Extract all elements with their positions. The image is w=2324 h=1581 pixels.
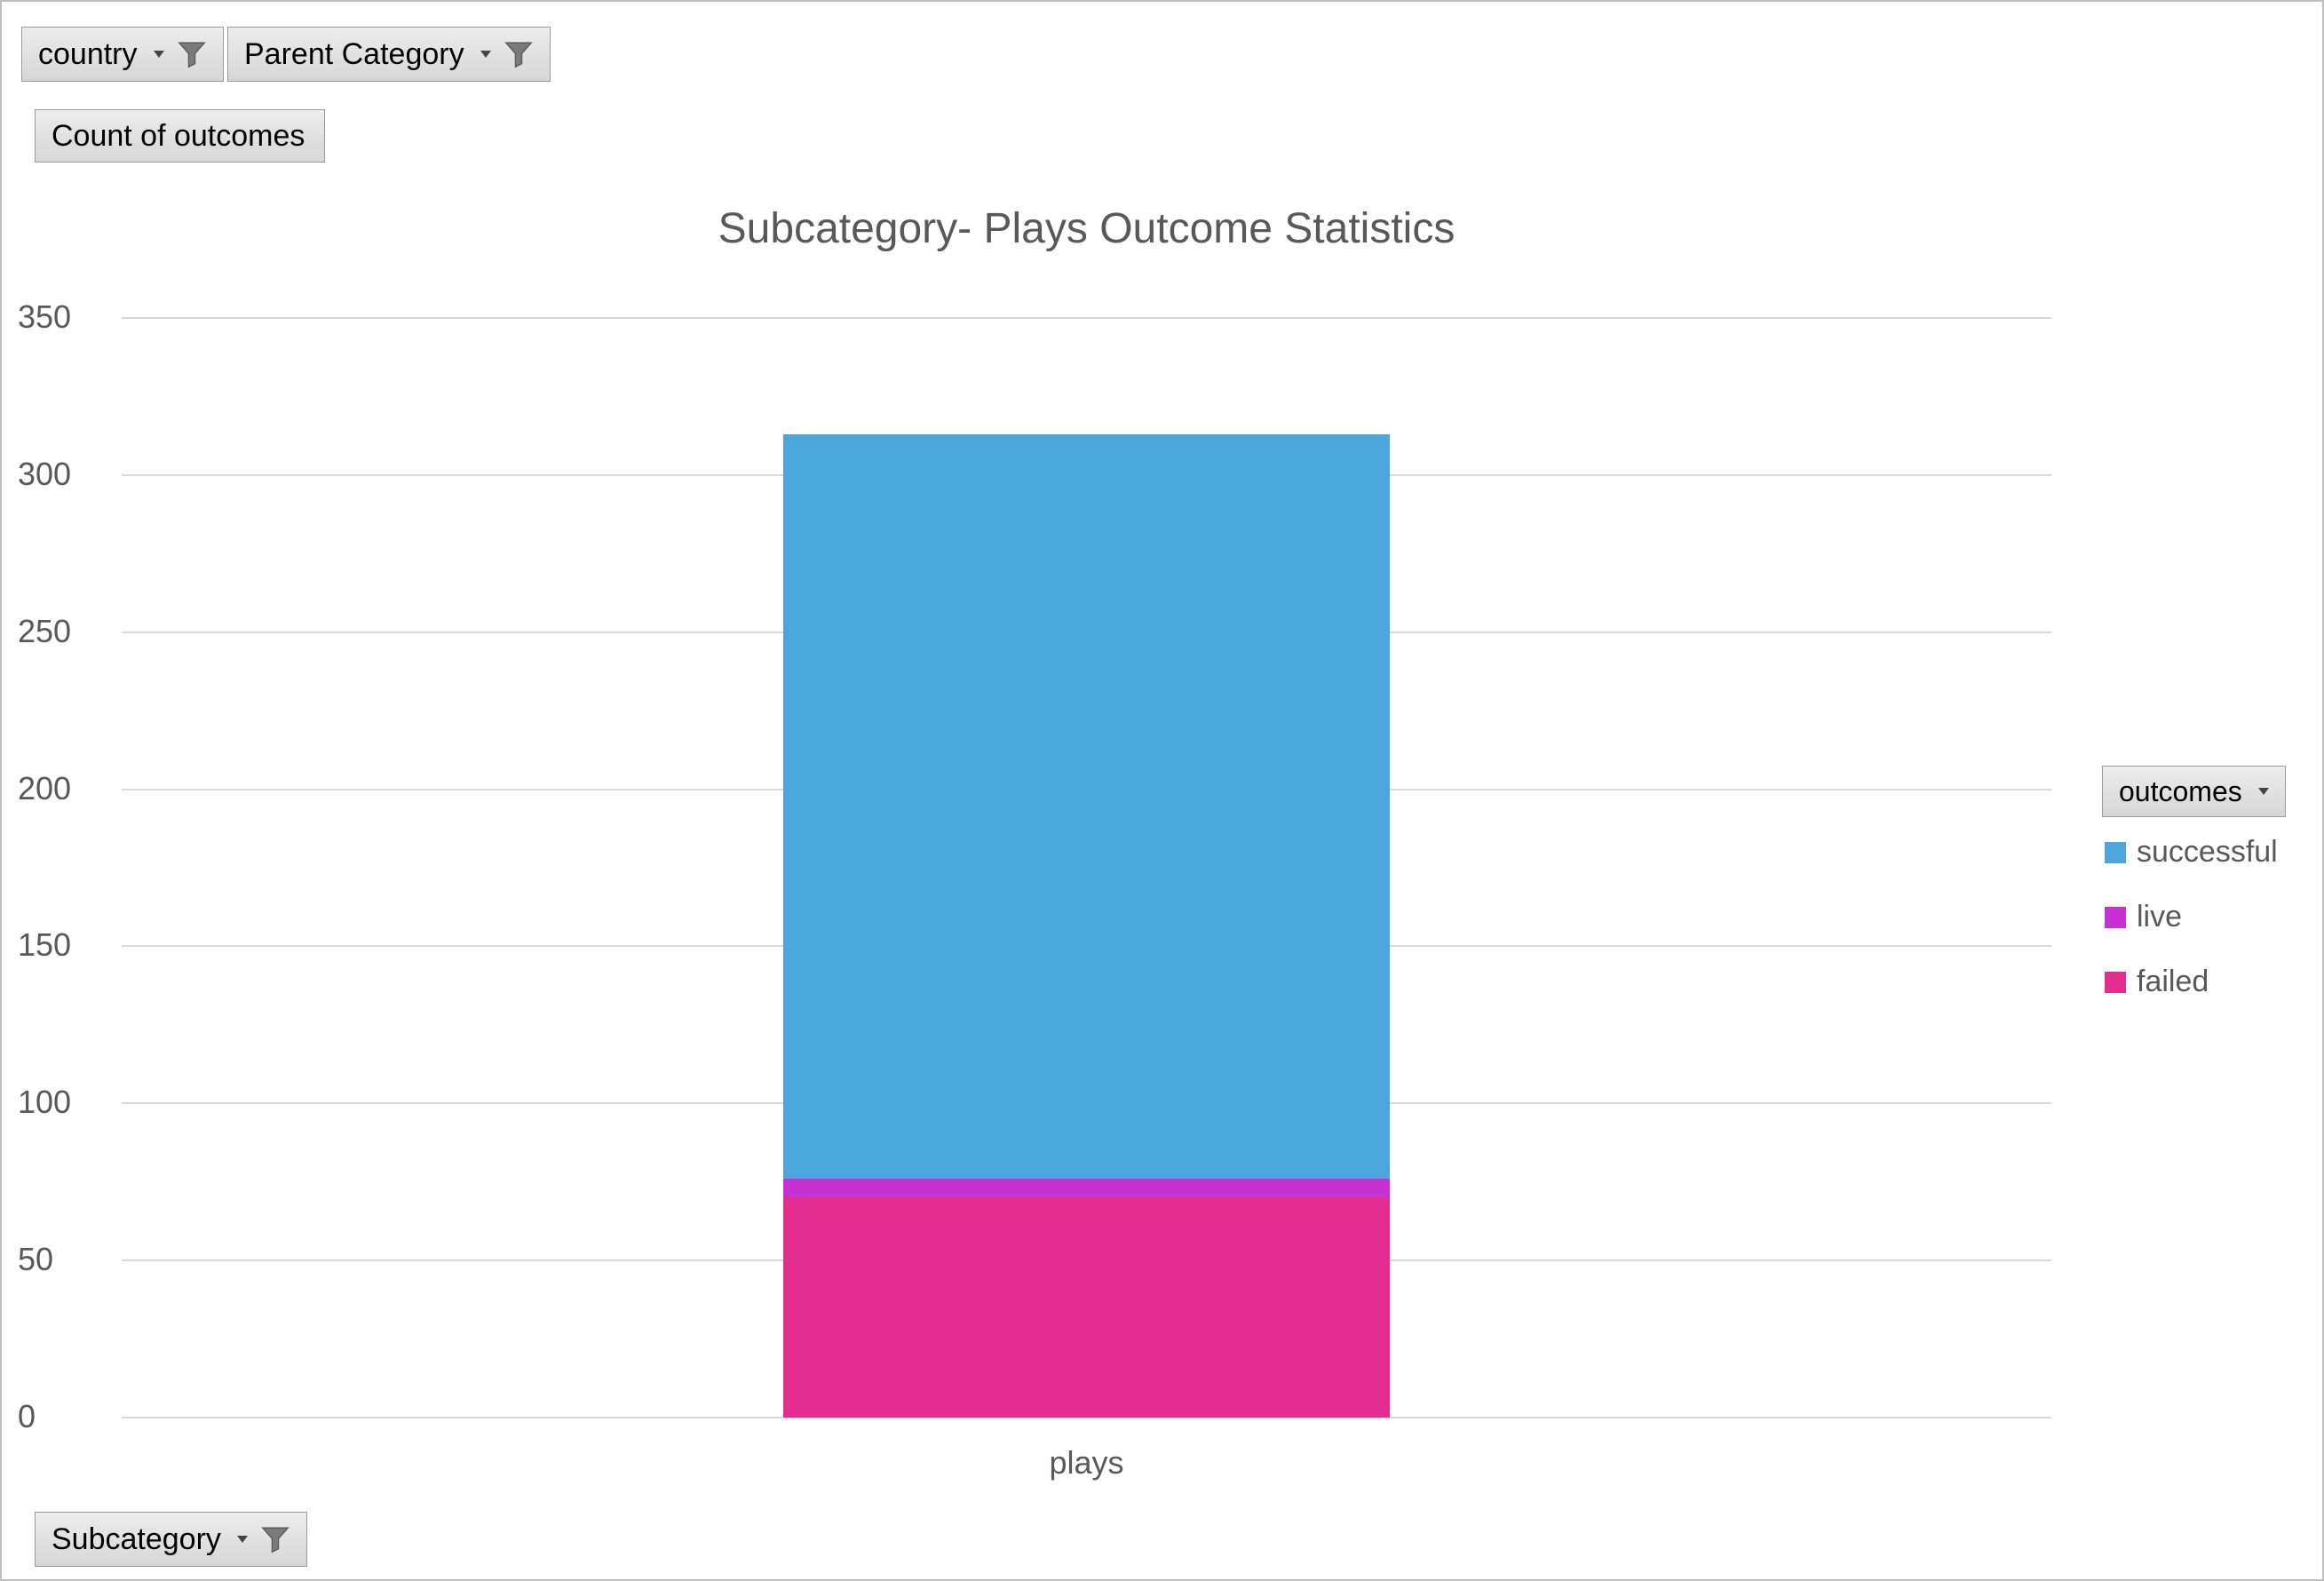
legend-label-successful: successful (2137, 835, 2278, 869)
country-filter-label: country (38, 36, 138, 71)
filter-funnel-icon (504, 42, 533, 68)
y-axis-tick-label: 250 (18, 612, 72, 649)
dropdown-arrow-icon (236, 1536, 248, 1543)
subcategory-filter-button[interactable]: Subcategory (35, 1512, 307, 1567)
parent-category-filter-label: Parent Category (244, 36, 464, 71)
y-axis-tick-label: 50 (18, 1241, 54, 1278)
count-of-outcomes-label: Count of outcomes (52, 118, 305, 153)
plot-area (122, 317, 2051, 1418)
subcategory-filter-label: Subcategory (52, 1521, 221, 1556)
outcomes-legend-button[interactable]: outcomes (2102, 766, 2286, 817)
legend-item-failed[interactable]: failed (2105, 965, 2278, 999)
legend-item-live[interactable]: live (2105, 900, 2278, 934)
chart-legend: successful live failed (2105, 835, 2278, 999)
x-axis-category-label: plays (1049, 1444, 1124, 1481)
filter-funnel-icon (261, 1527, 290, 1553)
parent-category-filter-button[interactable]: Parent Category (227, 27, 551, 82)
y-axis-tick-label: 0 (18, 1398, 36, 1434)
legend-swatch-live (2105, 906, 2126, 928)
gridline (122, 1417, 2051, 1418)
y-axis-tick-label: 350 (18, 298, 72, 335)
filter-funnel-icon (177, 42, 206, 68)
legend-label-failed: failed (2137, 965, 2209, 998)
legend-swatch-failed (2105, 971, 2126, 993)
legend-swatch-successful (2105, 841, 2126, 863)
gridline (122, 317, 2051, 319)
y-axis-tick-label: 100 (18, 1084, 72, 1121)
dropdown-arrow-icon (153, 51, 164, 58)
stacked-bar-plays[interactable] (783, 433, 1390, 1418)
y-axis-tick-label: 150 (18, 926, 72, 964)
legend-item-successful[interactable]: successful (2105, 835, 2278, 870)
legend-label-live: live (2137, 900, 2183, 934)
bar-segment-failed[interactable] (783, 1197, 1390, 1418)
y-axis-tick-label: 300 (18, 455, 72, 492)
dropdown-arrow-icon (2257, 788, 2269, 795)
bar-segment-successful[interactable] (783, 433, 1390, 1180)
dropdown-arrow-icon (480, 51, 491, 58)
bar-segment-live[interactable] (783, 1179, 1390, 1198)
y-axis-tick-label: 200 (18, 769, 72, 806)
outcomes-legend-label: outcomes (2119, 775, 2242, 807)
country-filter-button[interactable]: country (21, 27, 224, 82)
chart-title: Subcategory- Plays Outcome Statistics (718, 205, 1455, 252)
count-of-outcomes-button[interactable]: Count of outcomes (35, 109, 326, 163)
